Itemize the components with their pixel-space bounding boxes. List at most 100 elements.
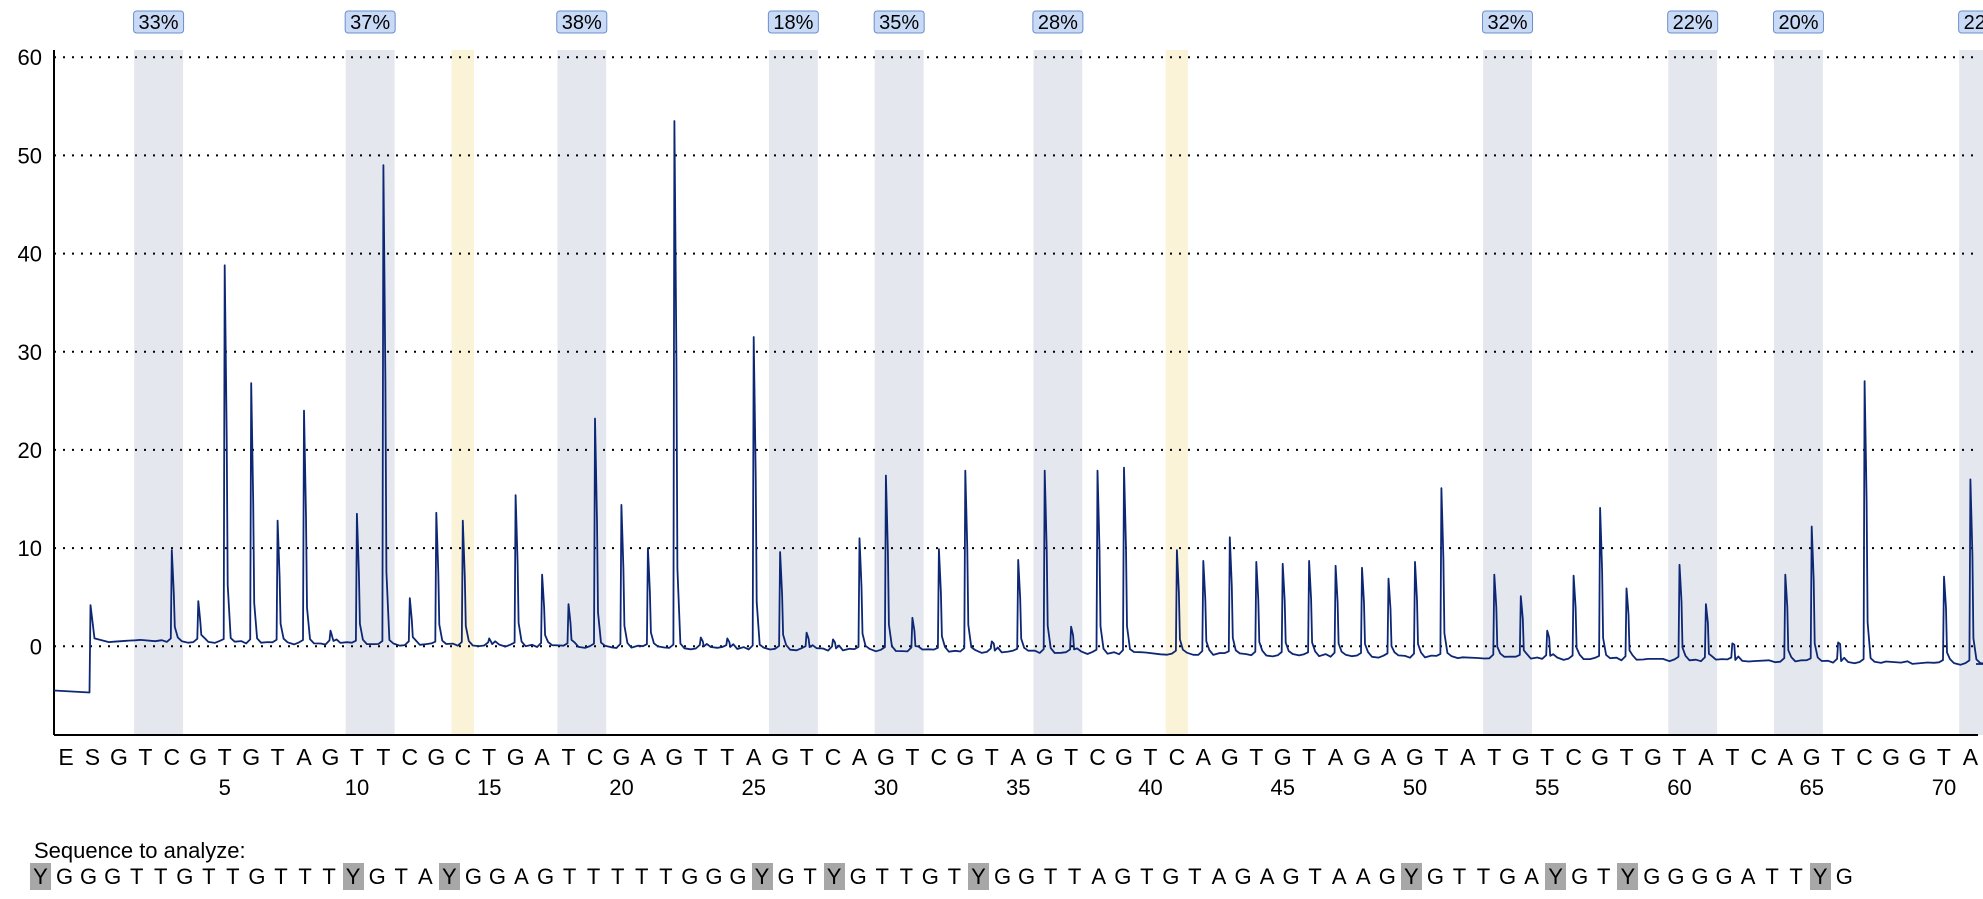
percent-label-box: [133, 10, 185, 34]
dispensation-letter: T: [562, 744, 576, 770]
percent-label: 22%: [1673, 12, 1713, 34]
sequence-base: T: [202, 864, 216, 889]
sequence-base: G: [368, 864, 386, 889]
percent-label: 28%: [1038, 12, 1078, 34]
percent-label: 18%: [773, 12, 813, 34]
sequence-base: T: [1308, 864, 1322, 889]
dispensation-letter: T: [1143, 744, 1157, 770]
x-tick-label: 55: [1535, 775, 1559, 800]
sequence-base: A: [514, 864, 529, 889]
sequence-base: G: [1114, 864, 1132, 889]
control-region: [451, 50, 474, 735]
percent-label: 22%: [1964, 12, 1983, 34]
dispensation-letter: G: [1115, 744, 1133, 770]
dispensation-letter: G: [322, 744, 340, 770]
dispensation-letter: T: [1249, 744, 1263, 770]
sequence-base: T: [610, 864, 625, 889]
dispensation-letter: C: [454, 744, 471, 770]
sequence-base: T: [394, 864, 408, 889]
dispensation-letter: G: [507, 744, 525, 770]
percent-label: 38%: [562, 12, 602, 34]
variable-region: [1033, 50, 1083, 735]
sequence-base: G: [1835, 864, 1853, 889]
sequence-base: A: [1524, 864, 1539, 889]
dispensation-letter: T: [138, 744, 152, 770]
y-tick-label: 60: [18, 45, 42, 70]
y-tick-label: 30: [18, 340, 42, 365]
sequence-base: T: [274, 864, 288, 889]
dispensation-letter: G: [1406, 744, 1424, 770]
dispensation-letter: A: [534, 744, 550, 770]
dispensation-letter: T: [1540, 744, 1554, 770]
sequence-base: G: [921, 864, 939, 889]
x-tick-label: 5: [219, 775, 231, 800]
dispensation-letter: T: [376, 744, 390, 770]
dispensation-letter: A: [296, 744, 312, 770]
percent-label: 32%: [1488, 12, 1528, 34]
dispensation-letter: T: [1672, 744, 1686, 770]
sequence-variable-base: Y: [823, 863, 845, 890]
dispensation-letter: C: [402, 744, 419, 770]
sequence-base: T: [875, 864, 889, 889]
dispensation-letter: G: [110, 744, 128, 770]
dispensation-letter: C: [825, 744, 842, 770]
sequence-base: T: [1476, 864, 1491, 889]
dispensation-letter: T: [1064, 744, 1078, 770]
sequence-base: G: [1571, 864, 1589, 889]
variable-region: [1483, 50, 1532, 735]
dispensation-letter: A: [1698, 744, 1714, 770]
percent-label: 37%: [350, 12, 390, 34]
x-tick-label: 60: [1667, 775, 1691, 800]
sequence-base: A: [1259, 864, 1275, 889]
sequence-base: T: [1043, 864, 1058, 889]
dispensation-letter: A: [852, 744, 868, 770]
sequence-variable-base: Y: [1809, 863, 1831, 890]
sequence-base: G: [705, 864, 723, 889]
dispensation-letter: G: [877, 744, 895, 770]
sequence-base: G: [536, 864, 555, 889]
sequence-caption: Sequence to analyze:: [34, 838, 246, 863]
dispensation-letter: T: [1937, 744, 1951, 770]
sequence-base: T: [298, 864, 312, 889]
sequence-base: G: [681, 864, 699, 889]
sequence-base: T: [322, 864, 336, 889]
y-tick-label: 40: [18, 242, 42, 267]
sequence-base: T: [1597, 864, 1611, 889]
dispensation-letter: T: [1831, 744, 1845, 770]
dispensation-letter: A: [1328, 744, 1344, 770]
sequence-base: A: [1091, 864, 1107, 889]
sequence-variable-base: Y: [438, 863, 460, 890]
dispensation-letter: C: [1089, 744, 1106, 770]
dispensation-letter: A: [746, 744, 762, 770]
percent-label-box: [556, 10, 608, 34]
sequence-base: G: [1282, 864, 1300, 889]
sequence-base: A: [417, 864, 433, 889]
variable-region: [1774, 50, 1823, 735]
x-tick-label: 25: [741, 775, 765, 800]
dispensation-letter: A: [1778, 744, 1794, 770]
dispensation-letter: T: [1434, 744, 1448, 770]
sequence-base: G: [1643, 864, 1661, 889]
dispensation-letter: A: [1460, 744, 1476, 770]
y-tick-label: 0: [30, 634, 42, 659]
sequence-base: T: [659, 864, 673, 889]
sequence-base: G: [1715, 864, 1733, 889]
percent-label-box: [873, 10, 925, 34]
sequence-base: G: [104, 864, 122, 889]
sequence-base: G: [1426, 864, 1444, 889]
x-tick-label: 45: [1270, 775, 1294, 800]
y-tick-label: 50: [18, 143, 42, 168]
variable-region: [874, 50, 924, 735]
variable-region: [768, 50, 818, 735]
sequence-base: G: [1667, 864, 1685, 889]
dispensation-letter: G: [665, 744, 683, 770]
dispensation-letter: G: [1221, 744, 1239, 770]
sequence-variable-base: Y: [1617, 863, 1639, 890]
dispensation-letter: G: [771, 744, 789, 770]
dispensation-letter: T: [482, 744, 496, 770]
dispensation-letter: C: [587, 744, 604, 770]
sequence-base: G: [488, 864, 506, 889]
dispensation-letter: T: [350, 744, 364, 770]
y-tick-label: 10: [18, 536, 42, 561]
dispensation-letter: T: [720, 744, 734, 770]
